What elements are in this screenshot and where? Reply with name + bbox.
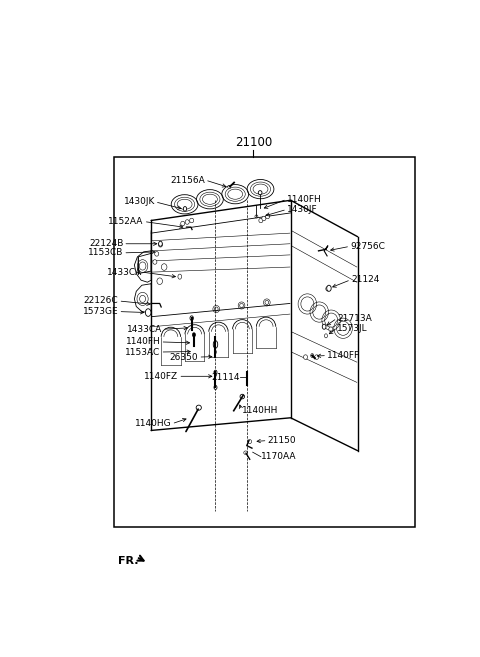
Text: 21124: 21124 xyxy=(351,275,379,284)
Text: 21713A: 21713A xyxy=(337,313,372,323)
Ellipse shape xyxy=(322,324,326,329)
Text: 92756C: 92756C xyxy=(350,242,385,251)
Ellipse shape xyxy=(324,334,327,338)
Bar xyxy=(114,157,415,526)
Ellipse shape xyxy=(190,316,193,321)
Text: 21100: 21100 xyxy=(235,135,272,148)
Text: 1170AA: 1170AA xyxy=(261,452,296,461)
Ellipse shape xyxy=(192,333,195,337)
Text: 1140HG: 1140HG xyxy=(135,419,172,428)
Text: 1430JF: 1430JF xyxy=(287,205,318,214)
Ellipse shape xyxy=(185,219,189,224)
Ellipse shape xyxy=(214,371,217,374)
Text: 1430JK: 1430JK xyxy=(123,197,155,206)
Text: 21150: 21150 xyxy=(267,436,296,445)
Ellipse shape xyxy=(314,355,319,359)
Ellipse shape xyxy=(158,241,162,246)
Ellipse shape xyxy=(329,327,333,332)
Text: 1140FH: 1140FH xyxy=(126,338,160,346)
Ellipse shape xyxy=(180,221,185,226)
Text: 1152AA: 1152AA xyxy=(108,217,144,226)
Text: 1140FF: 1140FF xyxy=(327,351,360,360)
Ellipse shape xyxy=(196,405,202,410)
Ellipse shape xyxy=(262,216,266,221)
Ellipse shape xyxy=(155,252,159,256)
Text: 21156A: 21156A xyxy=(170,175,205,185)
Ellipse shape xyxy=(190,218,194,223)
Text: 26350: 26350 xyxy=(170,353,198,361)
Text: 22126C: 22126C xyxy=(84,296,119,306)
Ellipse shape xyxy=(265,214,270,219)
Ellipse shape xyxy=(178,274,181,279)
Ellipse shape xyxy=(228,185,231,189)
Text: 1433CA: 1433CA xyxy=(127,325,162,334)
Text: 1140FZ: 1140FZ xyxy=(144,372,178,381)
Text: 1153CB: 1153CB xyxy=(88,248,123,258)
Ellipse shape xyxy=(183,206,187,211)
Text: 1433CA: 1433CA xyxy=(107,267,142,277)
Text: 21114: 21114 xyxy=(211,373,240,382)
Ellipse shape xyxy=(153,260,157,264)
Ellipse shape xyxy=(240,394,244,399)
Ellipse shape xyxy=(158,242,163,247)
Ellipse shape xyxy=(326,286,330,291)
Text: 1140FH: 1140FH xyxy=(287,194,322,204)
Ellipse shape xyxy=(327,285,331,291)
Ellipse shape xyxy=(303,355,308,359)
Ellipse shape xyxy=(259,218,263,223)
Ellipse shape xyxy=(311,353,314,357)
Text: 1153AC: 1153AC xyxy=(125,348,160,357)
Ellipse shape xyxy=(214,386,217,390)
Text: FR.: FR. xyxy=(118,556,138,566)
Text: 22124B: 22124B xyxy=(89,239,123,248)
Text: 1573GE: 1573GE xyxy=(83,307,119,316)
Ellipse shape xyxy=(258,191,262,194)
Ellipse shape xyxy=(145,309,151,317)
Text: 1573JL: 1573JL xyxy=(337,324,368,332)
Text: 1140HH: 1140HH xyxy=(241,406,278,415)
